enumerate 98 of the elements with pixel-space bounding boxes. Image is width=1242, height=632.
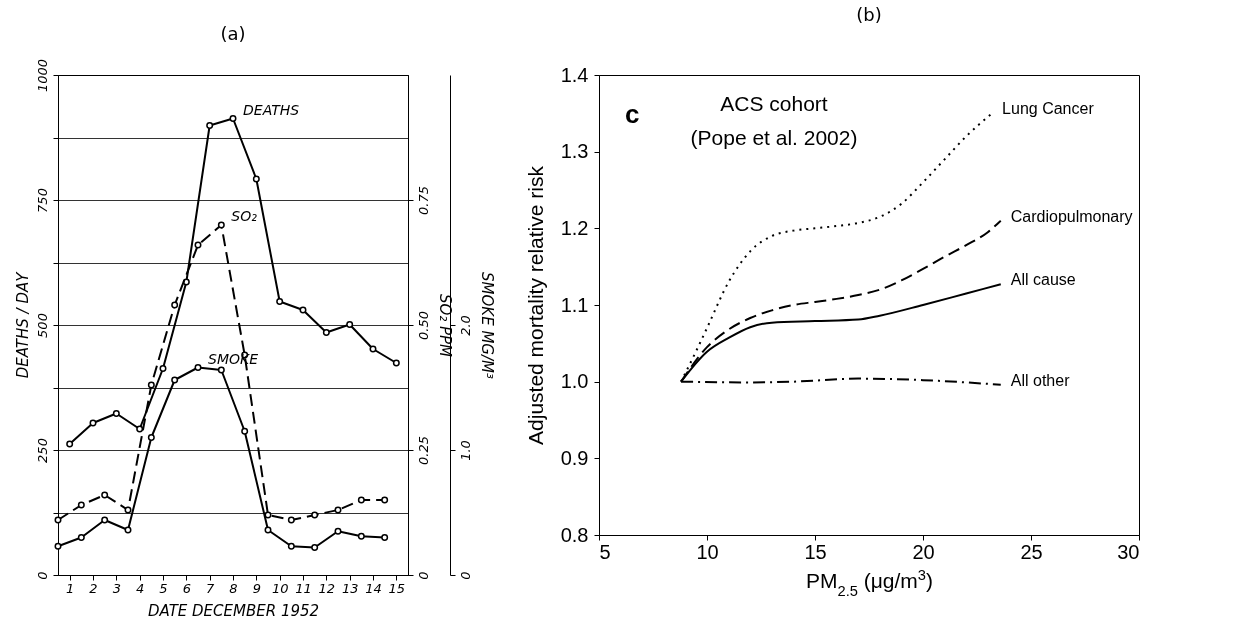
y-tick-label: 1.3 <box>560 140 589 163</box>
point <box>299 306 307 314</box>
point <box>171 301 179 309</box>
point <box>112 410 120 417</box>
point <box>136 425 144 433</box>
annotation: c <box>625 99 640 129</box>
y-tick-label: 0.8 <box>560 523 589 546</box>
series-label: All other <box>1010 371 1071 389</box>
y-tick-label: 250 <box>34 438 50 463</box>
point <box>206 122 214 129</box>
x-tick-label: 4 <box>136 580 145 596</box>
point <box>66 440 74 448</box>
point <box>276 298 284 305</box>
point <box>392 359 400 367</box>
point <box>217 366 225 374</box>
y3-tick-label: 0 <box>457 571 473 580</box>
point <box>124 526 132 534</box>
point <box>264 511 272 519</box>
x-tick-label: 15 <box>804 540 827 563</box>
point <box>101 516 109 524</box>
x-tick-label: 11 <box>295 580 312 596</box>
x-axis-title: DATE DECEMBER 1952 <box>147 601 320 620</box>
y-tick-label: 0.9 <box>560 446 589 469</box>
y3-tick-label: 2.0 <box>457 315 473 336</box>
x-tick-label: 5 <box>159 580 168 596</box>
x-tick-label: 30 <box>1117 540 1140 563</box>
x-tick-label: 9 <box>252 580 261 596</box>
series-label: DEATHS <box>243 101 300 118</box>
y-tick-label: 750 <box>34 188 50 213</box>
series-label: Lung Cancer <box>1002 100 1095 118</box>
chart-title: (b) <box>856 4 882 25</box>
y3-axis-title: SMOKE MG/M³ <box>477 272 496 379</box>
y2-tick-label: 0.25 <box>415 436 431 465</box>
point <box>54 542 62 550</box>
point <box>381 534 389 541</box>
point <box>77 534 85 541</box>
point <box>101 491 109 499</box>
point <box>334 527 342 535</box>
point <box>322 329 330 336</box>
annotation: (Pope et al. 2002) <box>690 126 858 149</box>
x-tick-label: 3 <box>112 580 121 596</box>
y-axis-title: DEATHS / DAY <box>13 270 32 379</box>
y-tick-label: 1.2 <box>560 216 589 239</box>
point <box>369 345 377 353</box>
point <box>124 506 132 514</box>
y-tick-label: 0 <box>34 571 50 580</box>
series-label: Cardiopulmonary <box>1010 207 1133 225</box>
point <box>311 511 319 519</box>
y-tick-label: 1000 <box>34 58 50 93</box>
point <box>346 321 354 328</box>
y-tick-label: 500 <box>34 313 50 338</box>
x-tick-label: 14 <box>365 580 382 596</box>
x-tick-label: 12 <box>318 580 336 596</box>
x-tick-label: 13 <box>341 580 359 596</box>
point <box>147 381 155 389</box>
point <box>381 496 389 504</box>
point <box>287 516 295 524</box>
point <box>357 496 365 504</box>
y-axis-title: Adjusted mortality relative risk <box>523 165 547 445</box>
point <box>241 427 249 435</box>
point <box>194 364 202 371</box>
chart-title: (a) <box>220 23 246 45</box>
y2-tick-label: 0 <box>415 571 431 580</box>
x-tick-label: 5 <box>599 540 611 563</box>
x-tick-label: 20 <box>912 540 935 563</box>
point <box>89 419 97 427</box>
point <box>357 532 365 540</box>
annotation: ACS cohort <box>720 92 828 115</box>
point <box>147 434 155 441</box>
y-tick-label: 1.4 <box>560 63 589 86</box>
point <box>217 221 225 229</box>
y3-tick-label: 1.0 <box>457 440 473 461</box>
point <box>252 175 260 183</box>
y2-tick-label: 0.75 <box>415 186 431 215</box>
point <box>194 241 202 249</box>
point <box>229 115 237 122</box>
x-tick-label: 15 <box>388 580 406 596</box>
point <box>77 501 85 509</box>
point <box>334 506 342 514</box>
y-tick-label: 1.0 <box>560 370 589 393</box>
point <box>287 542 295 550</box>
y-tick-label: 1.1 <box>560 293 589 316</box>
x-tick-label: 10 <box>696 540 719 563</box>
series-label: SO₂ <box>231 208 258 224</box>
x-tick-label: 8 <box>229 580 238 596</box>
x-tick-label: 6 <box>182 580 191 596</box>
x-tick-label: 10 <box>271 580 289 596</box>
series-label: All cause <box>1010 271 1076 289</box>
point <box>311 544 319 551</box>
point <box>171 376 179 384</box>
x-tick-label: 2 <box>89 580 98 596</box>
point <box>264 526 272 534</box>
x-axis-title: PM$_{2.5}$ (μg/m$^{3}$) <box>805 566 934 599</box>
x-tick-label: 1 <box>66 580 75 596</box>
y2-tick-label: 0.50 <box>415 311 431 340</box>
x-tick-label: 25 <box>1020 540 1043 563</box>
point <box>159 365 167 372</box>
x-tick-label: 7 <box>206 580 216 596</box>
